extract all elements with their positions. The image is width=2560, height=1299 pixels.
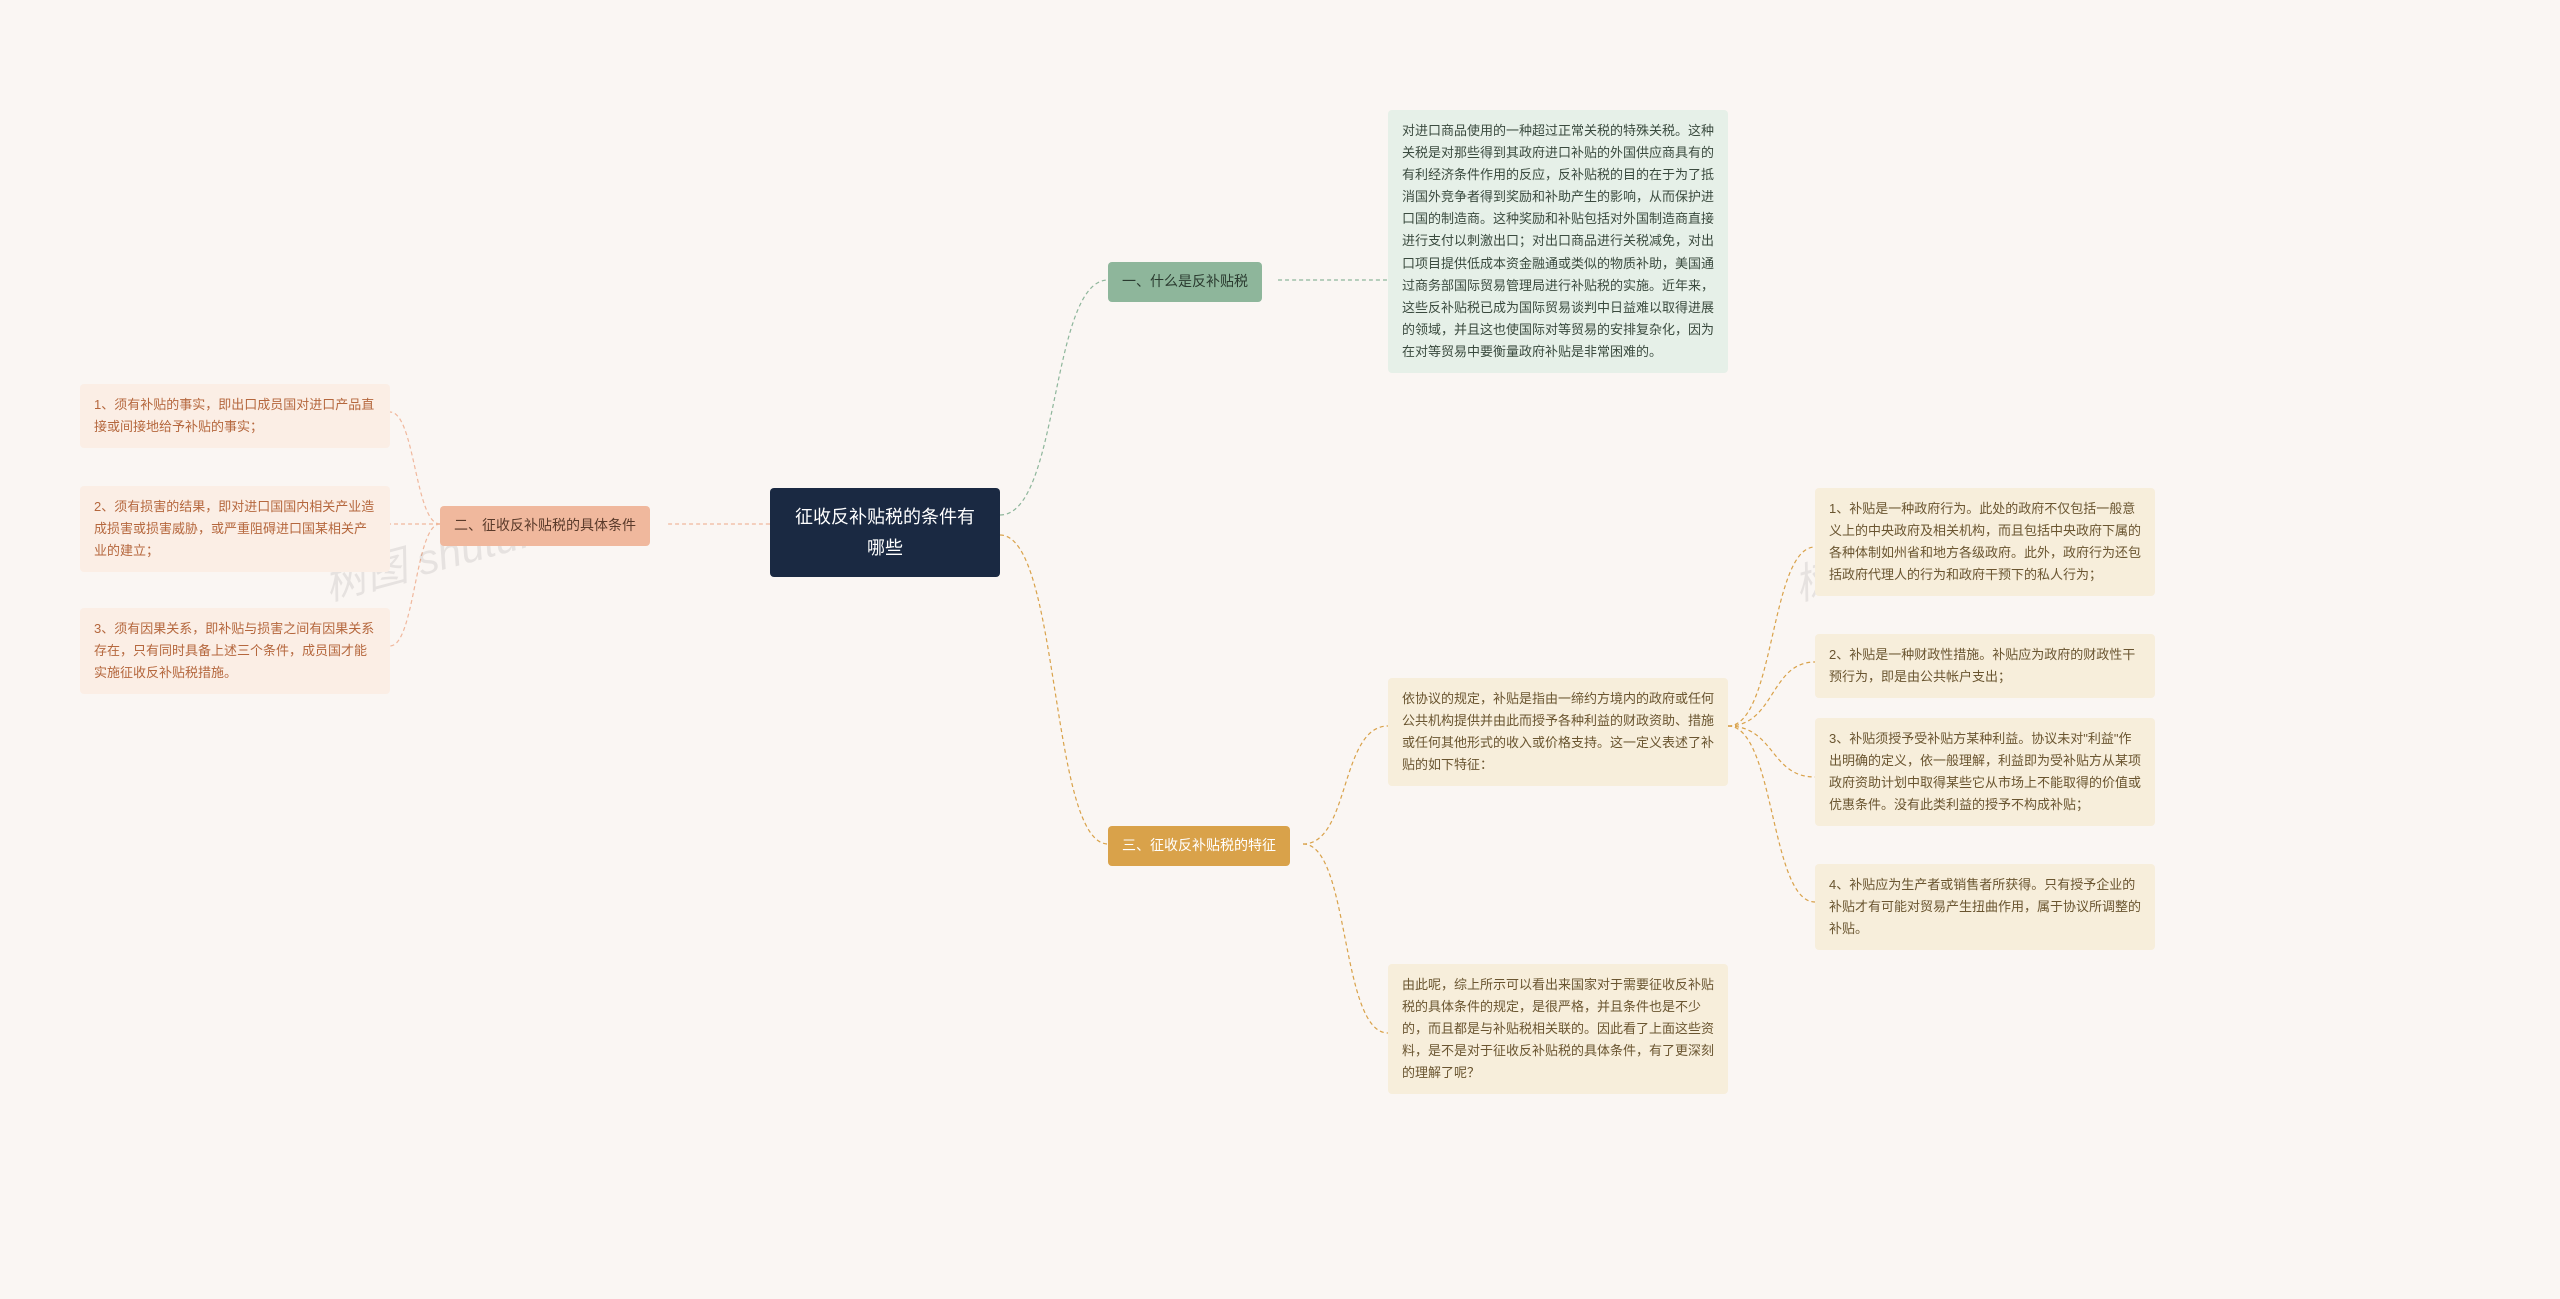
- branch-conditions[interactable]: 二、征收反补贴税的具体条件: [440, 506, 650, 546]
- leaf-b2-1[interactable]: 1、须有补贴的事实，即出口成员国对进口产品直接或间接地给予补贴的事实；: [80, 384, 390, 448]
- conn-b3-l1: [1303, 726, 1388, 844]
- conn-b3-l2: [1303, 844, 1388, 1033]
- leaf-b2-2[interactable]: 2、须有损害的结果，即对进口国国内相关产业造成损害或损害威胁，或严重阻碍进口国某…: [80, 486, 390, 572]
- branch-features[interactable]: 三、征收反补贴税的特征: [1108, 826, 1290, 866]
- root-node[interactable]: 征收反补贴税的条件有哪些: [770, 488, 1000, 577]
- conn-b2-l1: [390, 412, 440, 524]
- conn-root-b1: [1000, 280, 1108, 515]
- leaf-b3-1-sub2[interactable]: 2、补贴是一种财政性措施。补贴应为政府的财政性干预行为，即是由公共帐户支出；: [1815, 634, 2155, 698]
- leaf-b3-1[interactable]: 依协议的规定，补贴是指由一缔约方境内的政府或任何公共机构提供并由此而授予各种利益…: [1388, 678, 1728, 786]
- leaf-b1-1[interactable]: 对进口商品使用的一种超过正常关税的特殊关税。这种关税是对那些得到其政府进口补贴的…: [1388, 110, 1728, 373]
- conn-root-b3: [1000, 535, 1108, 844]
- conn-b3s-2: [1728, 662, 1815, 726]
- leaf-b3-1-sub4[interactable]: 4、补贴应为生产者或销售者所获得。只有授予企业的补贴才有可能对贸易产生扭曲作用，…: [1815, 864, 2155, 950]
- leaf-b3-2[interactable]: 由此呢，综上所示可以看出来国家对于需要征收反补贴税的具体条件的规定，是很严格，并…: [1388, 964, 1728, 1094]
- conn-b3s-1: [1728, 547, 1815, 726]
- conn-b3s-3: [1728, 726, 1815, 777]
- leaf-b2-3[interactable]: 3、须有因果关系，即补贴与损害之间有因果关系存在，只有同时具备上述三个条件，成员…: [80, 608, 390, 694]
- leaf-b3-1-sub1[interactable]: 1、补贴是一种政府行为。此处的政府不仅包括一般意义上的中央政府及相关机构，而且包…: [1815, 488, 2155, 596]
- leaf-b3-1-sub3[interactable]: 3、补贴须授予受补贴方某种利益。协议未对"利益"作出明确的定义，依一般理解，利益…: [1815, 718, 2155, 826]
- conn-b2-l3: [390, 524, 440, 646]
- branch-what-is[interactable]: 一、什么是反补贴税: [1108, 262, 1262, 302]
- conn-b3s-4: [1728, 726, 1815, 902]
